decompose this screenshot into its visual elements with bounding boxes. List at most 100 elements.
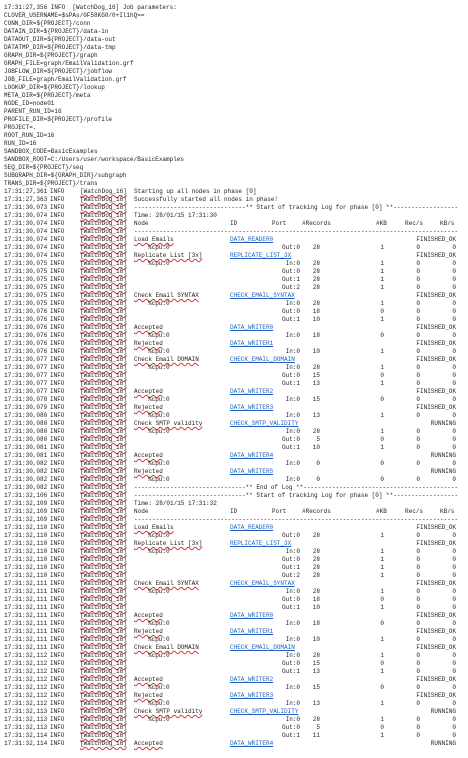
log-port: In:0 <box>285 460 300 467</box>
log-level: INFO <box>50 572 65 579</box>
log-port: In:0 <box>285 348 300 355</box>
log-status: FINISHED_OK <box>416 524 456 531</box>
log-thread: [WatchDog_16] <box>80 244 127 251</box>
log-line: 17:31:30,081 INFO [WatchDog_16] Accepted DAT… <box>0 452 468 460</box>
log-thread: [WatchDog_16] <box>80 516 127 523</box>
log-line: 17:31:30,079 INFO [WatchDog_16] Rejected DAT… <box>0 404 468 412</box>
log-status: FINISHED_OK <box>416 628 456 635</box>
log-id: DATA_WRITER4 <box>230 740 274 747</box>
log-kb: 0 <box>380 308 384 315</box>
log-line: 17:31:32,112 INFO [WatchDog_16] %cpu:0 In:0 1… <box>0 684 468 692</box>
log-line: PROJECT=. <box>0 124 468 132</box>
log-port: Out:0 <box>281 436 300 443</box>
log-text: CLOVER_USERNAME=$sPAs/0F58KG0/0+Il1hQ== <box>4 12 145 19</box>
log-text: SANDBOX_CODE=BasicExamples <box>4 148 98 155</box>
log-line: 17:31:32,111 INFO [WatchDog_16] %cpu:0 In:0 2… <box>0 588 468 596</box>
log-line: 17:31:30,078 INFO [WatchDog_16] %cpu:0 In:0 1… <box>0 396 468 404</box>
log-id: CHECK_SMTP_VALIDITY <box>230 420 299 427</box>
log-level: INFO <box>50 588 65 595</box>
log-ts: 17:31:30,075 <box>4 292 48 299</box>
log-status: FINISHED_OK <box>416 692 456 699</box>
log-line: DATAOUT_DIR=${PROJECT}/data-out <box>0 36 468 44</box>
log-recs: 0 <box>416 724 420 731</box>
log-line: 17:31:30,077 INFO [WatchDog_16] %cpu:0 In:0 2… <box>0 364 468 372</box>
log-ts: 17:31:30,075 <box>4 300 48 307</box>
log-level: INFO <box>50 460 65 467</box>
log-level: INFO <box>50 580 65 587</box>
log-thread: [WatchDog_16] <box>80 708 127 715</box>
log-recs: 0 <box>416 668 420 675</box>
log-ts: 17:31:32,106 <box>4 492 48 499</box>
log-thread: [WatchDog_16] <box>80 556 127 563</box>
log-kb: 1 <box>380 548 384 555</box>
log-port: In:0 <box>285 548 300 555</box>
log-header: Rec/s <box>405 508 424 515</box>
log-id: DATA_WRITER2 <box>230 676 274 683</box>
log-records: 0 <box>316 460 320 467</box>
log-thread: [WatchDog_16] <box>80 212 127 219</box>
log-node: Check Email DOMAIN <box>134 644 199 651</box>
log-status: RUNNING <box>430 420 456 427</box>
log-thread: [WatchDog_16] <box>80 228 127 235</box>
log-ts: 17:31:30,081 <box>4 444 48 451</box>
log-id: DATA_WRITER0 <box>230 612 274 619</box>
log-thread: [WatchDog_16] <box>80 332 127 339</box>
log-id: DATA_READER0 <box>230 236 274 243</box>
log-port: In:0 <box>285 428 300 435</box>
log-recs: 0 <box>416 268 420 275</box>
log-ts: 17:31:30,082 <box>4 460 48 467</box>
log-recs: 0 <box>416 316 420 323</box>
log-line: DATAIN_DIR=${PROJECT}/data-in <box>0 28 468 36</box>
log-port: Out:0 <box>281 308 300 315</box>
log-recs: 0 <box>416 732 420 739</box>
log-ts: 17:31:32,111 <box>4 612 48 619</box>
log-kb: 1 <box>380 364 384 371</box>
log-level: INFO <box>50 196 65 203</box>
log-port: In:0 <box>285 652 300 659</box>
log-thread: [WatchDog_16] <box>80 204 127 211</box>
log-thread: [WatchDog_16] <box>80 628 127 635</box>
log-kb: 1 <box>380 260 384 267</box>
log-port: Out:0 <box>281 724 300 731</box>
log-ts: 17:31:32,112 <box>4 660 48 667</box>
log-ts: 17:31:27,363 <box>4 196 48 203</box>
log-line: 17:31:30,074 INFO [WatchDog_16] Load Emails… <box>0 236 468 244</box>
log-ts: 17:31:30,080 <box>4 436 48 443</box>
log-kbs: 0 <box>452 444 456 451</box>
log-line: 17:31:32,111 INFO [WatchDog_16] Accepted DAT… <box>0 612 468 620</box>
log-port: Out:0 <box>281 596 300 603</box>
log-id: CHECK_EMAIL_DOMAIN <box>230 356 295 363</box>
log-line: 17:31:30,073 INFO [WatchDog_16] -----------… <box>0 204 468 212</box>
log-cpu: %cpu:0 <box>148 652 170 659</box>
log-level: INFO <box>50 628 65 635</box>
log-ts: 17:31:32,112 <box>4 676 48 683</box>
log-kb: 1 <box>380 380 384 387</box>
log-records: 28 <box>312 548 320 555</box>
log-ts: 17:31:30,076 <box>4 332 48 339</box>
log-ts: 17:31:30,077 <box>4 372 48 379</box>
log-level: INFO <box>50 540 65 547</box>
log-line: 17:31:27,363 INFO [WatchDog_16] Successfull… <box>0 196 468 204</box>
log-cpu: %cpu:0 <box>148 716 170 723</box>
log-thread: [WatchDog_16] <box>80 668 127 675</box>
log-ts: 17:31:30,078 <box>4 396 48 403</box>
log-line: 17:31:32,111 INFO [WatchDog_16] Out:1 10 1 0 0 <box>0 604 468 612</box>
log-level: INFO <box>50 716 65 723</box>
log-ts: 17:31:30,076 <box>4 324 48 331</box>
log-thread: [WatchDog_16] <box>80 292 127 299</box>
log-recs: 0 <box>416 652 420 659</box>
log-line: CLOVER_USERNAME=$sPAs/0F58KG0/0+Il1hQ== <box>0 12 468 20</box>
log-records: 13 <box>312 412 320 419</box>
log-level: INFO <box>50 324 65 331</box>
log-status: RUNNING <box>430 708 456 715</box>
log-kb: 1 <box>380 636 384 643</box>
log-line: SEQ_DIR=${PROJECT}/seq <box>0 164 468 172</box>
log-header: Node <box>134 508 149 515</box>
log-kbs: 0 <box>452 428 456 435</box>
log-level: INFO <box>50 228 65 235</box>
log-ts: 17:31:32,112 <box>4 652 48 659</box>
log-level: INFO <box>50 388 65 395</box>
log-line: 17:31:30,081 INFO [WatchDog_16] Out:1 10 1 0 0 <box>0 444 468 452</box>
log-level: INFO <box>50 236 65 243</box>
